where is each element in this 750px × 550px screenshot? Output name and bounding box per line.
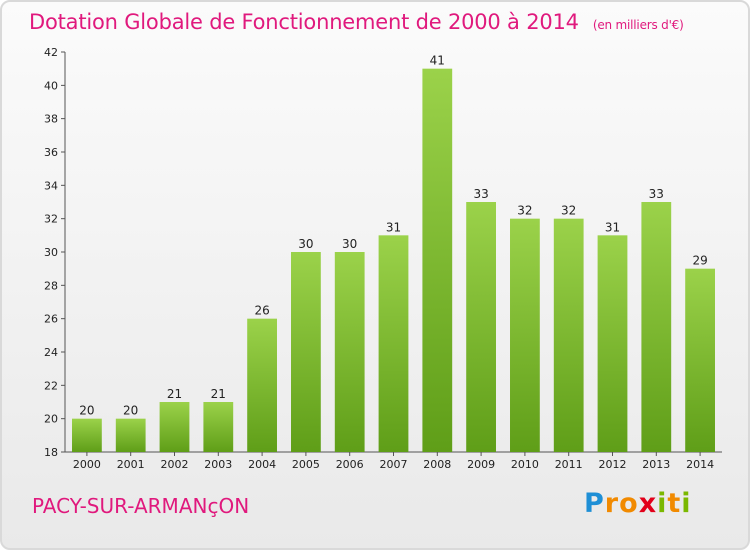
logo-letter: i (657, 488, 668, 519)
x-tick-label: 2002 (161, 458, 189, 471)
x-tick-label: 2004 (248, 458, 276, 471)
y-tick-label: 42 (44, 46, 58, 59)
x-tick-label: 2010 (511, 458, 539, 471)
y-tick-label: 20 (44, 413, 58, 426)
y-tick-label: 34 (44, 179, 58, 192)
chart-title: Dotation Globale de Fonctionnement de 20… (29, 10, 684, 34)
x-tick-label: 2008 (423, 458, 451, 471)
y-tick-label: 26 (44, 313, 58, 326)
chart-title-text: Dotation Globale de Fonctionnement de 20… (29, 10, 579, 34)
bar (247, 318, 277, 452)
bar-value-label: 30 (298, 237, 313, 251)
bar (510, 218, 540, 452)
bar (378, 235, 409, 452)
bar (597, 235, 628, 452)
bar-value-label: 33 (649, 187, 664, 201)
y-tick-label: 32 (44, 213, 58, 226)
bar-value-label: 26 (254, 304, 269, 318)
bars: 20 20 21 21 26 30 30 31 41 33 32 32 31 33 29 (72, 54, 715, 453)
x-tick-label: 2014 (686, 458, 714, 471)
logo-letter: o (619, 488, 639, 519)
x-tick-label: 2006 (336, 458, 364, 471)
bar-value-label: 20 (123, 404, 138, 418)
logo-letter: P (584, 488, 605, 519)
bar (203, 402, 234, 452)
commune-name: PACY-SUR-ARMANçON (32, 494, 250, 518)
x-axis-ticks: 2000 2001 2002 2003 2004 2005 2006 2007 2008 2009… (73, 452, 714, 471)
x-tick-label: 2007 (380, 458, 408, 471)
x-tick-label: 2001 (117, 458, 145, 471)
bar (291, 252, 321, 452)
y-tick-label: 22 (44, 379, 58, 392)
bar-value-label: 31 (386, 220, 401, 234)
y-tick-label: 30 (44, 246, 58, 259)
bar (115, 418, 146, 452)
bar (159, 402, 190, 452)
bar-value-label: 29 (692, 254, 707, 268)
bar (553, 218, 584, 452)
logo-letter: x (638, 488, 658, 519)
bar-value-label: 32 (561, 204, 576, 218)
bar (641, 202, 672, 452)
bar (72, 418, 102, 452)
y-tick-label: 24 (44, 346, 58, 359)
bar-value-label: 20 (79, 404, 94, 418)
logo-letter: t (667, 488, 682, 519)
bar-value-label: 33 (473, 187, 488, 201)
y-tick-label: 28 (44, 279, 58, 292)
bar (685, 268, 715, 452)
bar (334, 252, 365, 452)
y-tick-label: 38 (44, 113, 58, 126)
y-tick-label: 40 (44, 79, 58, 92)
bar-value-label: 30 (342, 237, 357, 251)
logo-letter: i (681, 488, 692, 519)
x-tick-label: 2003 (204, 458, 232, 471)
logo-letter: r (604, 488, 620, 519)
chart-subtitle: (en milliers d'€) (592, 18, 684, 32)
proxiti-logo[interactable]: Proxiti (584, 488, 692, 519)
bar (466, 202, 496, 452)
x-tick-label: 2009 (467, 458, 495, 471)
y-tick-label: 18 (44, 446, 58, 459)
bar-value-label: 21 (211, 387, 226, 401)
bar (422, 68, 453, 453)
y-tick-label: 36 (44, 146, 58, 159)
bar-value-label: 21 (167, 387, 182, 401)
x-tick-label: 2011 (555, 458, 583, 471)
bar-value-label: 31 (605, 220, 620, 234)
bar-value-label: 32 (517, 204, 532, 218)
x-tick-label: 2012 (599, 458, 627, 471)
x-tick-label: 2013 (642, 458, 670, 471)
bar-value-label: 41 (430, 54, 445, 68)
x-tick-label: 2000 (73, 458, 101, 471)
x-tick-label: 2005 (292, 458, 320, 471)
y-axis-ticks: 18 20 22 24 26 28 30 32 34 36 38 40 42 (44, 46, 65, 459)
